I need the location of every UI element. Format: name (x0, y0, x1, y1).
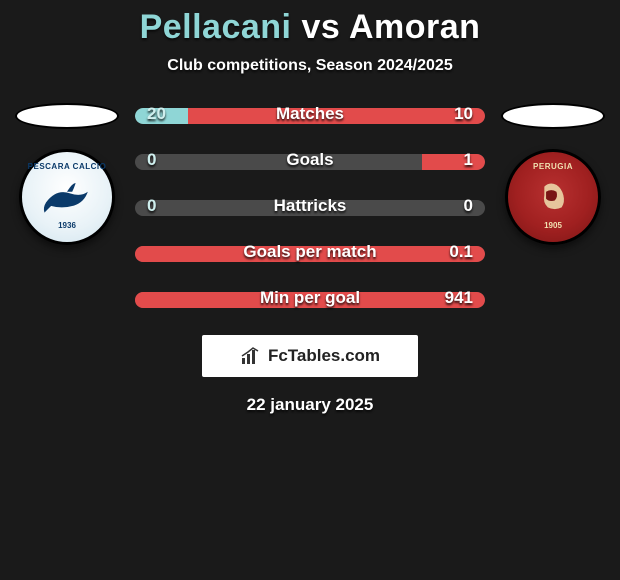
subtitle: Club competitions, Season 2024/2025 (0, 57, 620, 75)
site-logo: FcTables.com (202, 335, 418, 377)
main-row: PESCARA CALCIO 1936 20Matches10 0Goals1 0H… (0, 103, 620, 311)
stat-row: 0Goals1 (135, 151, 485, 173)
site-logo-text: FcTables.com (268, 346, 380, 366)
player2-avatar-placeholder (501, 103, 605, 129)
player2-name: Amoran (349, 8, 480, 46)
stat-bar-bg (135, 200, 485, 216)
team2-crest-top: PERUGIA (533, 162, 573, 171)
stat-row: Min per goal941 (135, 289, 485, 311)
stat-row: 0Hattricks0 (135, 197, 485, 219)
title: Pellacani vs Amoran (0, 8, 620, 47)
team2-crest-year: 1905 (544, 221, 562, 230)
card: Pellacani vs Amoran Club competitions, S… (0, 0, 620, 415)
stat-bar-right (188, 108, 486, 124)
stat-bar-bg (135, 154, 485, 170)
right-side: PERUGIA 1905 (497, 103, 609, 245)
stat-bar-left (135, 108, 188, 124)
stat-bar-right (135, 246, 485, 262)
stat-row: Goals per match0.1 (135, 243, 485, 265)
team1-crest-year: 1936 (58, 221, 76, 230)
griffin-icon (527, 176, 579, 218)
stat-row: 20Matches10 (135, 105, 485, 127)
vs-label: vs (301, 8, 340, 46)
stat-bar-bg (135, 292, 485, 308)
stat-bar-right (422, 154, 485, 170)
player1-avatar-placeholder (15, 103, 119, 129)
dolphin-icon (41, 176, 93, 218)
left-side: PESCARA CALCIO 1936 (11, 103, 123, 245)
stats-column: 20Matches10 0Goals1 0Hattricks0 Goals per m… (135, 103, 485, 311)
date-label: 22 january 2025 (0, 395, 620, 415)
player1-name: Pellacani (140, 8, 292, 46)
team1-crest: PESCARA CALCIO 1936 (19, 149, 115, 245)
stat-bar-bg (135, 108, 485, 124)
chart-icon (240, 346, 264, 366)
team2-crest: PERUGIA 1905 (505, 149, 601, 245)
team1-crest-top: PESCARA CALCIO (28, 162, 107, 171)
stat-bar-bg (135, 246, 485, 262)
stat-bar-right (135, 292, 485, 308)
